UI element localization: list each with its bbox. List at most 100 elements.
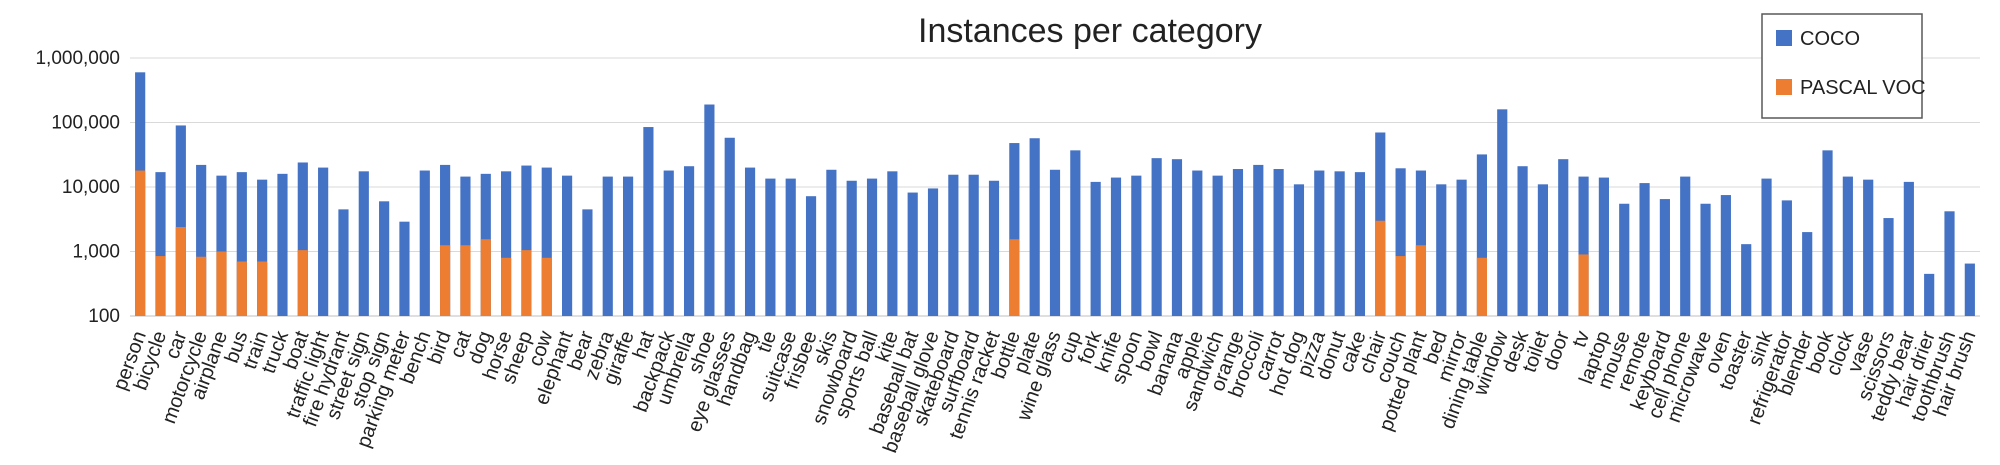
legend-swatch-pascal-voc: [1776, 79, 1792, 95]
bar-coco: [846, 180, 857, 316]
bar-coco: [399, 221, 410, 316]
bar-coco: [622, 176, 634, 316]
bar-coco: [1883, 218, 1894, 316]
bar-pascal-voc: [1009, 239, 1020, 316]
bar-coco: [1497, 109, 1508, 316]
bar-coco: [1700, 203, 1711, 316]
bar-coco: [1741, 244, 1752, 316]
bar-coco: [785, 178, 796, 316]
bars: [135, 72, 1975, 317]
bar-coco: [724, 137, 735, 316]
bar-coco: [1131, 175, 1142, 316]
bar-pascal-voc: [175, 226, 186, 316]
bar-coco: [927, 188, 939, 316]
bar-coco: [582, 209, 593, 316]
bar-coco: [1558, 159, 1569, 316]
bar-pascal-voc: [297, 250, 308, 316]
bar-coco: [1598, 177, 1609, 316]
bar-coco: [1802, 232, 1813, 316]
bar-coco: [1903, 181, 1914, 316]
bar-pascal-voc: [196, 256, 207, 316]
bar-coco: [1476, 154, 1488, 316]
y-tick-label: 10,000: [62, 177, 120, 198]
bar-coco: [175, 125, 186, 316]
legend-swatch-coco: [1776, 30, 1792, 46]
bar-coco: [277, 173, 288, 316]
bar-coco: [866, 178, 878, 316]
bar-coco: [1456, 179, 1467, 316]
bar-pascal-voc: [1415, 245, 1427, 316]
y-tick-label: 1,000,000: [35, 48, 120, 69]
bar-coco: [1863, 179, 1874, 316]
bar-coco: [826, 169, 837, 316]
bar-coco: [1761, 178, 1772, 316]
bar-coco: [1273, 169, 1284, 316]
bar-pascal-voc: [1375, 220, 1386, 316]
bar-coco: [196, 164, 207, 316]
bar-pascal-voc: [541, 257, 552, 316]
bar-coco: [1578, 176, 1589, 316]
bar-coco: [1151, 158, 1162, 316]
bar-pascal-voc: [155, 256, 166, 316]
bar-coco: [1090, 181, 1101, 316]
bar-pascal-voc: [216, 251, 227, 316]
bar-coco: [1354, 172, 1366, 316]
bar-coco: [1293, 184, 1305, 316]
legend-label-coco: COCO: [1800, 28, 1860, 50]
bar-pascal-voc: [1395, 256, 1406, 316]
bar-coco: [1009, 143, 1020, 316]
bar-coco: [602, 176, 613, 316]
bar-coco: [1842, 176, 1853, 316]
x-axis-ticks: personbicyclecarmotorcycleairplanebustra…: [109, 327, 1980, 456]
bar-coco: [379, 201, 390, 316]
bar-coco: [948, 174, 959, 316]
bar-coco: [1415, 170, 1427, 316]
bar-coco: [1212, 175, 1223, 316]
bar-coco: [1253, 164, 1264, 316]
bar-coco: [236, 172, 247, 316]
y-axis-ticks: 100 1,000 10,000 100,000 1,000,000: [35, 48, 120, 327]
bar-coco: [1659, 199, 1670, 316]
bar-coco: [683, 166, 695, 316]
bar-coco: [988, 180, 1000, 316]
bar-coco: [1822, 150, 1833, 316]
x-tick-label: tv: [1568, 328, 1594, 350]
y-tick-label: 1,000: [72, 242, 120, 263]
y-tick-label: 100: [88, 306, 120, 327]
bar-coco: [1314, 170, 1325, 316]
bar-coco: [1537, 184, 1548, 316]
bar-coco: [663, 170, 674, 316]
bar-coco: [1029, 138, 1040, 316]
bar-coco: [1944, 211, 1955, 316]
bar-coco: [1334, 171, 1345, 316]
bar-coco: [1964, 263, 1975, 316]
bar-coco: [541, 167, 552, 316]
bar-coco: [1070, 150, 1081, 316]
bar-coco: [765, 178, 776, 316]
bar-pascal-voc: [501, 257, 512, 316]
bar-coco: [1232, 169, 1244, 316]
bar-coco: [1619, 203, 1630, 316]
bar-coco: [1781, 200, 1792, 316]
bar-coco: [744, 167, 756, 316]
bar-coco: [358, 171, 369, 316]
bar-coco: [1110, 177, 1122, 316]
bar-coco: [1171, 159, 1183, 316]
bar-coco: [1680, 176, 1691, 316]
bar-pascal-voc: [440, 245, 451, 316]
bar-pascal-voc: [1578, 254, 1589, 316]
bar-coco: [1436, 184, 1447, 316]
bar-coco: [216, 175, 227, 316]
bar-coco: [318, 167, 329, 316]
legend: COCO PASCAL VOC: [1761, 13, 1926, 119]
bar-pascal-voc: [135, 170, 146, 316]
legend-label-pascal-voc: PASCAL VOC: [1800, 77, 1926, 99]
bar-pascal-voc: [460, 245, 471, 316]
y-tick-label: 100,000: [51, 113, 120, 134]
bar-coco: [440, 164, 451, 316]
bar-coco: [521, 165, 532, 316]
bar-coco: [419, 170, 430, 316]
bar-pascal-voc: [236, 261, 247, 316]
